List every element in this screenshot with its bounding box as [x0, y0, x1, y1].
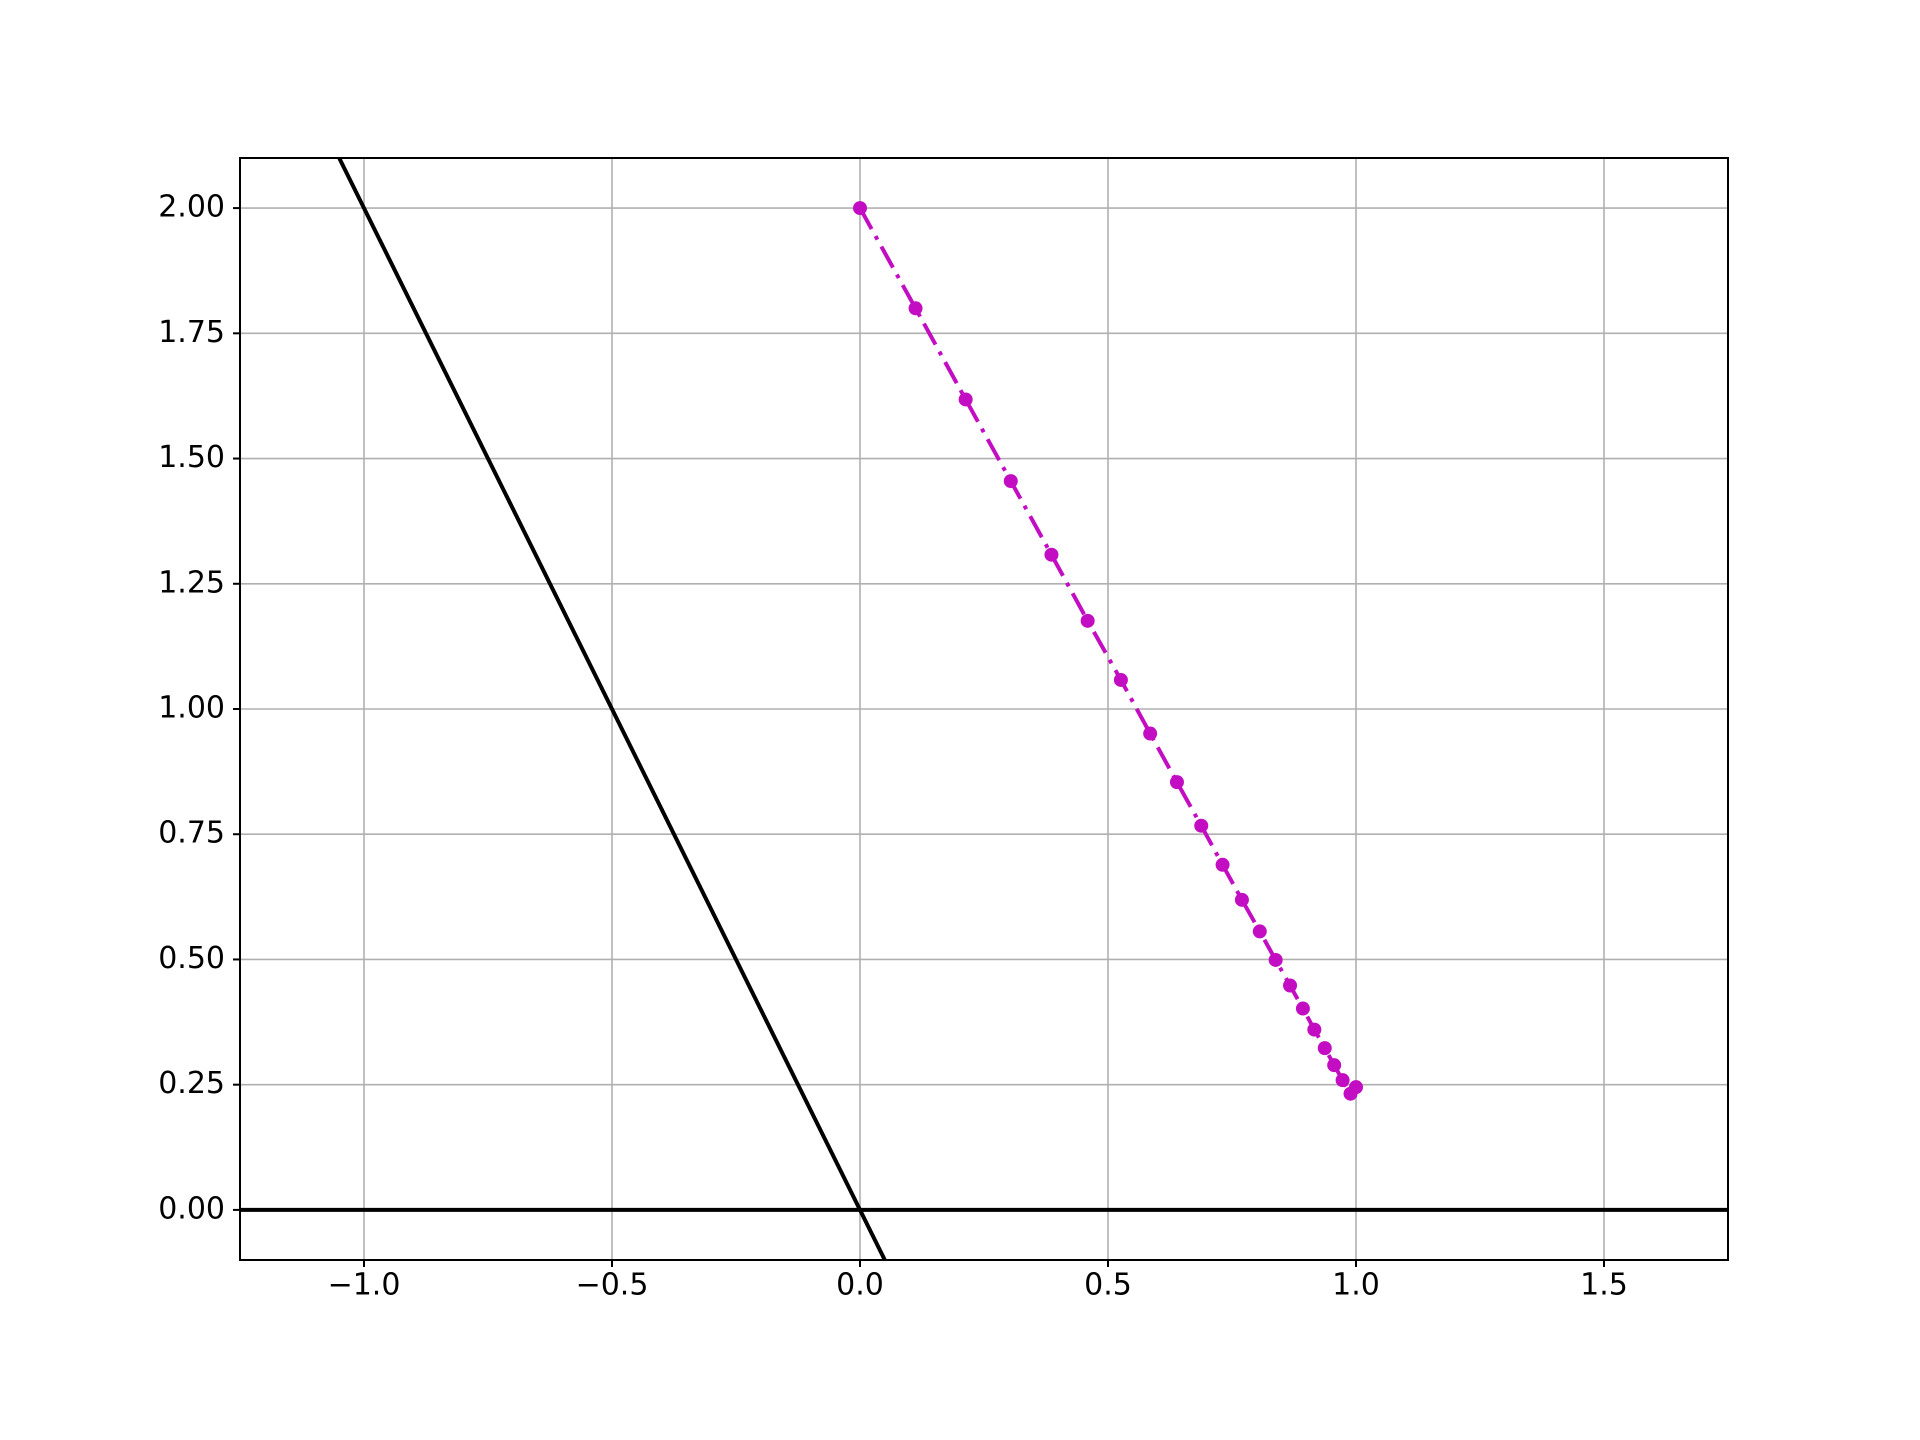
x-tick-label: 1.5 [1580, 1268, 1628, 1303]
y-tick-label: 1.75 [158, 315, 225, 350]
x-tick-label: 0.5 [1084, 1268, 1132, 1303]
y-tick-label: 1.50 [158, 440, 225, 475]
y-tick-label: 2.00 [158, 190, 225, 225]
y-tick-label: 0.00 [158, 1191, 225, 1226]
y-tick-label: 0.75 [158, 816, 225, 851]
y-tick-label: 1.00 [158, 691, 225, 726]
x-tick-label: 0.0 [836, 1268, 884, 1303]
y-tick-label: 0.50 [158, 941, 225, 976]
line-chart: −1.0 −0.5 0.0 0.5 1.0 1.5 0.00 0.25 0.50 0.75 1.00… [0, 0, 1920, 1440]
y-tick-label: 1.25 [158, 565, 225, 600]
x-tick-label: −1.0 [328, 1268, 401, 1303]
x-tick-label: −0.5 [576, 1268, 649, 1303]
y-tick-label: 0.25 [158, 1066, 225, 1101]
chart-container: −1.0 −0.5 0.0 0.5 1.0 1.5 0.00 0.25 0.50 0.75 1.00… [0, 0, 1920, 1440]
x-tick-label: 1.0 [1332, 1268, 1380, 1303]
